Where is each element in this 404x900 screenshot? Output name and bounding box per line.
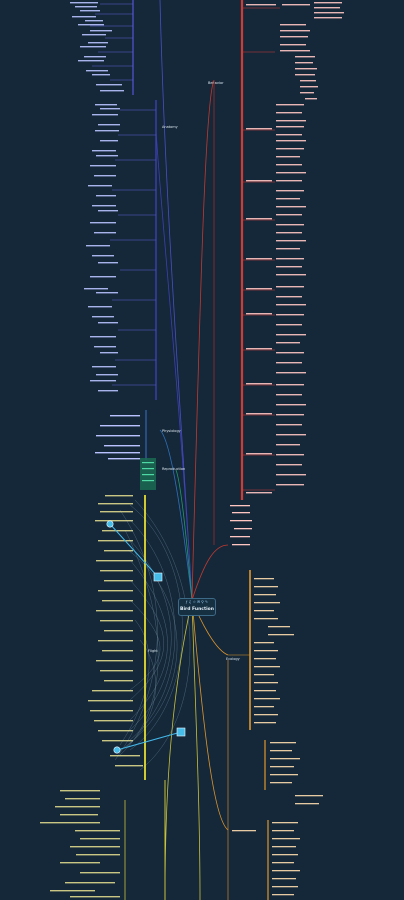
anatomy-branch[interactable]: [70, 0, 157, 400]
link-node-icon[interactable]: [153, 572, 163, 582]
reproduction-branch[interactable]: [140, 458, 156, 490]
root-icons: ƒ ♫ ☆ ✉ ⚲ ✎: [185, 600, 209, 604]
physiology-subbranch[interactable]: [95, 410, 147, 460]
branch-label-reproduction: Reproduction: [162, 467, 185, 471]
branch-label-flight: Flight: [148, 649, 158, 653]
link-node-icon[interactable]: [176, 727, 186, 737]
behavior-branch[interactable]: [213, 0, 344, 546]
link-node-icon[interactable]: [106, 520, 114, 528]
branch-connectors: [155, 0, 229, 900]
ecology-branch[interactable]: [227, 570, 323, 900]
branch-label-anatomy: Anatomy: [162, 125, 178, 129]
branch-label-ecology: Ecology: [226, 657, 240, 661]
branch-label-behavior: Behavior: [208, 81, 224, 85]
root-title: Bird Function: [180, 607, 214, 612]
root-topic[interactable]: ƒ ♫ ☆ ✉ ⚲ ✎ Bird Function: [178, 598, 216, 616]
category-labels: Anatomy Physiology Reproduction Behavior…: [148, 81, 240, 661]
branch-label-physiology: Physiology: [162, 429, 181, 433]
link-node-icon[interactable]: [113, 746, 121, 754]
